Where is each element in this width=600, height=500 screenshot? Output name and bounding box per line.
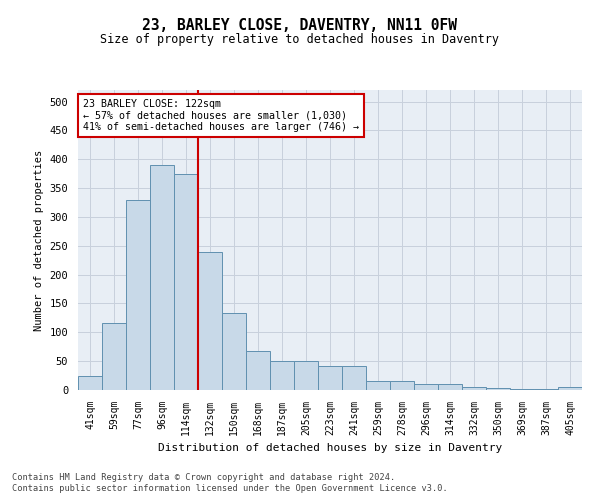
Text: 23 BARLEY CLOSE: 122sqm
← 57% of detached houses are smaller (1,030)
41% of semi: 23 BARLEY CLOSE: 122sqm ← 57% of detache… (83, 99, 359, 132)
Bar (102, 322, 126, 390)
Bar (510, 389, 534, 390)
Bar (222, 314, 246, 390)
Bar (270, 361, 294, 390)
Bar (150, 165, 174, 390)
Y-axis label: Number of detached properties: Number of detached properties (34, 150, 44, 330)
Bar (414, 384, 438, 390)
Bar (78, 376, 102, 390)
Bar (198, 252, 222, 390)
Bar (342, 366, 366, 390)
Bar (558, 386, 582, 390)
Bar (366, 382, 390, 390)
Text: Contains public sector information licensed under the Open Government Licence v3: Contains public sector information licen… (12, 484, 448, 493)
Bar (390, 382, 414, 390)
Bar (438, 384, 462, 390)
Bar (126, 200, 150, 390)
Bar (318, 366, 342, 390)
Text: Contains HM Land Registry data © Crown copyright and database right 2024.: Contains HM Land Registry data © Crown c… (12, 472, 395, 482)
X-axis label: Distribution of detached houses by size in Daventry: Distribution of detached houses by size … (158, 444, 502, 454)
Bar (462, 387, 486, 390)
Text: 23, BARLEY CLOSE, DAVENTRY, NN11 0FW: 23, BARLEY CLOSE, DAVENTRY, NN11 0FW (143, 18, 458, 32)
Bar (174, 174, 198, 390)
Text: Size of property relative to detached houses in Daventry: Size of property relative to detached ho… (101, 32, 499, 46)
Bar (246, 351, 270, 390)
Bar (294, 361, 318, 390)
Bar (486, 388, 510, 390)
